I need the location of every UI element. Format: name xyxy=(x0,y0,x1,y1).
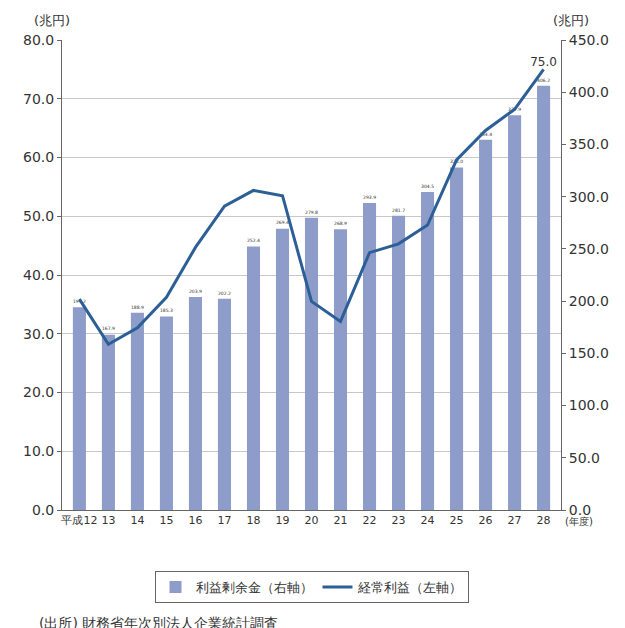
svg-text:188.9: 188.9 xyxy=(131,305,144,310)
svg-text:経常利益（左軸）: 経常利益（左軸） xyxy=(357,580,462,595)
svg-text:14: 14 xyxy=(130,514,144,527)
svg-text:202.2: 202.2 xyxy=(218,291,231,296)
svg-text:75.0: 75.0 xyxy=(530,55,557,69)
svg-text:25: 25 xyxy=(450,514,464,527)
svg-text:28: 28 xyxy=(537,514,551,527)
svg-text:18: 18 xyxy=(246,514,260,527)
svg-text:70.0: 70.0 xyxy=(23,91,54,107)
svg-text:252.4: 252.4 xyxy=(247,238,260,243)
svg-text:304.5: 304.5 xyxy=(421,184,434,189)
svg-text:20.0: 20.0 xyxy=(23,384,54,400)
svg-text:350.0: 350.0 xyxy=(569,136,609,152)
svg-text:19: 19 xyxy=(275,514,289,527)
svg-text:194.2: 194.2 xyxy=(73,299,86,304)
svg-text:406.2: 406.2 xyxy=(537,78,550,83)
svg-text:300.0: 300.0 xyxy=(569,189,609,205)
svg-text:30.0: 30.0 xyxy=(23,326,54,342)
svg-text:22: 22 xyxy=(363,514,377,527)
svg-text:(出所) 財務省年次別法人企業統計調査: (出所) 財務省年次別法人企業統計調査 xyxy=(39,615,278,628)
svg-text:27: 27 xyxy=(508,514,522,527)
svg-text:23: 23 xyxy=(392,514,406,527)
svg-text:24: 24 xyxy=(421,514,435,527)
svg-text:100.0: 100.0 xyxy=(569,397,609,413)
svg-text:13: 13 xyxy=(101,514,115,527)
svg-text:377.9: 377.9 xyxy=(508,107,521,112)
svg-text:15: 15 xyxy=(159,514,173,527)
svg-text:279.8: 279.8 xyxy=(305,210,318,215)
svg-text:0.0: 0.0 xyxy=(569,502,591,518)
svg-text:203.9: 203.9 xyxy=(189,289,202,294)
svg-text:17: 17 xyxy=(217,514,231,527)
svg-text:21: 21 xyxy=(334,514,348,527)
svg-text:167.9: 167.9 xyxy=(102,326,115,331)
svg-text:450.0: 450.0 xyxy=(569,32,609,48)
svg-text:354.4: 354.4 xyxy=(479,132,492,137)
svg-text:(兆円): (兆円) xyxy=(553,13,589,28)
svg-text:0.0: 0.0 xyxy=(32,502,54,518)
svg-text:150.0: 150.0 xyxy=(569,345,609,361)
svg-text:16: 16 xyxy=(188,514,202,527)
svg-text:50.0: 50.0 xyxy=(569,450,600,466)
svg-text:(兆円): (兆円) xyxy=(34,13,70,28)
svg-text:20: 20 xyxy=(305,514,319,527)
svg-text:293.9: 293.9 xyxy=(363,195,376,200)
svg-text:60.0: 60.0 xyxy=(23,149,54,165)
svg-text:利益剰余金（右軸）: 利益剰余金（右軸） xyxy=(196,580,313,595)
svg-text:26: 26 xyxy=(479,514,493,527)
svg-text:400.0: 400.0 xyxy=(569,84,609,100)
svg-text:50.0: 50.0 xyxy=(23,208,54,224)
svg-text:200.0: 200.0 xyxy=(569,293,609,309)
svg-text:(年度): (年度) xyxy=(565,516,593,527)
svg-text:平成12: 平成12 xyxy=(61,514,97,527)
svg-text:80.0: 80.0 xyxy=(23,32,54,48)
svg-text:185.3: 185.3 xyxy=(160,308,173,313)
svg-text:269.4: 269.4 xyxy=(276,220,289,225)
svg-text:328.0: 328.0 xyxy=(450,159,463,164)
svg-text:10.0: 10.0 xyxy=(23,443,54,459)
svg-text:40.0: 40.0 xyxy=(23,267,54,283)
svg-text:250.0: 250.0 xyxy=(569,241,609,257)
svg-text:268.9: 268.9 xyxy=(334,221,347,226)
svg-text:281.7: 281.7 xyxy=(392,208,405,213)
